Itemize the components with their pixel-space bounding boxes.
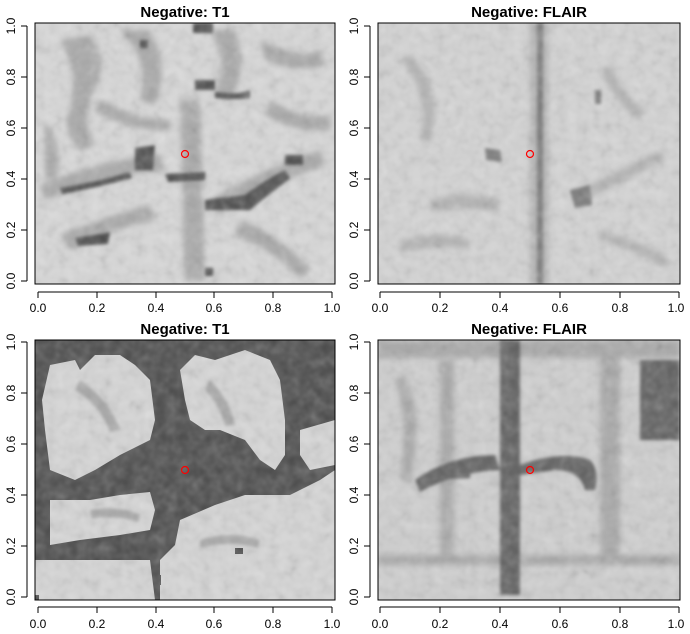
panel-title: Negative: FLAIR (471, 4, 587, 21)
x-tick-label: 0.2 (432, 301, 449, 315)
center-marker (180, 149, 190, 159)
x-tick-label: 0.4 (148, 617, 165, 631)
x-tick-label: 1.0 (324, 301, 341, 315)
y-tick-label: 0.2 (347, 537, 361, 554)
plot-frame (34, 339, 336, 601)
x-tick-label: 0.0 (30, 617, 47, 631)
x-tick-label: 0.2 (432, 617, 449, 631)
x-tick-label: 0.0 (30, 301, 47, 315)
x-tick-label: 0.4 (492, 301, 509, 315)
y-axis: 0.0 0.2 0.4 0.6 0.8 1.0 (347, 333, 371, 605)
y-tick-label: 0.4 (347, 170, 361, 187)
y-tick-label: 0.0 (4, 588, 18, 605)
x-tick-label: 0.6 (206, 617, 223, 631)
y-tick-label: 0.8 (347, 68, 361, 85)
mri-image (35, 340, 335, 600)
x-tick-label: 1.0 (324, 617, 341, 631)
x-tick-label: 0.2 (89, 617, 106, 631)
center-marker (180, 465, 190, 475)
y-tick-label: 0.8 (4, 68, 18, 85)
y-tick-label: 0.4 (4, 486, 18, 503)
y-tick-label: 0.2 (4, 537, 18, 554)
x-tick-label: 0.8 (265, 617, 282, 631)
x-axis: 0.0 0.2 0.4 0.6 0.8 1.0 (30, 606, 341, 631)
center-marker (525, 149, 535, 159)
x-tick-label: 0.6 (552, 617, 569, 631)
y-tick-label: 0.8 (347, 384, 361, 401)
x-tick-label: 0.0 (372, 301, 389, 315)
y-tick-label: 0.0 (347, 588, 361, 605)
x-tick-label: 1.0 (668, 301, 685, 315)
y-tick-label: 1.0 (4, 333, 18, 350)
mri-image (35, 23, 335, 284)
y-tick-label: 1.0 (4, 17, 18, 34)
panel-flair-bottom: Negative: FLAIR (347, 321, 685, 631)
center-marker (525, 465, 535, 475)
x-tick-label: 0.0 (372, 617, 389, 631)
panel-title: Negative: T1 (140, 321, 229, 338)
y-axis: 0.0 0.2 0.4 0.6 0.8 1.0 (4, 17, 28, 289)
x-tick-label: 0.8 (265, 301, 282, 315)
y-axis: 0.0 0.2 0.4 0.6 0.8 1.0 (347, 17, 371, 289)
panel-t1-top: Negative: T1 (4, 4, 341, 315)
plot-frame (377, 22, 681, 285)
y-tick-label: 0.6 (347, 119, 361, 136)
plot-frame (377, 339, 681, 601)
x-tick-label: 0.8 (612, 301, 629, 315)
x-tick-label: 0.6 (552, 301, 569, 315)
y-tick-label: 0.0 (347, 272, 361, 289)
y-tick-label: 0.6 (347, 435, 361, 452)
y-tick-label: 1.0 (347, 17, 361, 34)
x-axis: 0.0 0.2 0.4 0.6 0.8 1.0 (30, 291, 341, 315)
x-axis: 0.0 0.2 0.4 0.6 0.8 1.0 (372, 291, 685, 315)
y-axis: 0.0 0.2 0.4 0.6 0.8 1.0 (4, 333, 28, 605)
x-tick-label: 0.8 (612, 617, 629, 631)
panel-flair-top: Negative: FLAIR (347, 4, 685, 315)
y-tick-label: 0.8 (4, 384, 18, 401)
x-tick-label: 0.4 (492, 617, 509, 631)
y-tick-label: 0.6 (4, 435, 18, 452)
panel-title: Negative: FLAIR (471, 321, 587, 338)
y-tick-label: 0.4 (347, 486, 361, 503)
mri-image (378, 23, 680, 284)
panel-t1-bottom: Negative: T1 (4, 321, 341, 631)
y-tick-label: 1.0 (347, 333, 361, 350)
x-axis: 0.0 0.2 0.4 0.6 0.8 1.0 (372, 606, 685, 631)
x-tick-label: 1.0 (668, 617, 685, 631)
y-tick-label: 0.2 (347, 221, 361, 238)
x-tick-label: 0.2 (89, 301, 106, 315)
plot-frame (34, 22, 336, 285)
x-tick-label: 0.6 (206, 301, 223, 315)
y-tick-label: 0.0 (4, 272, 18, 289)
y-tick-label: 0.6 (4, 119, 18, 136)
y-tick-label: 0.4 (4, 170, 18, 187)
x-tick-label: 0.4 (148, 301, 165, 315)
panel-title: Negative: T1 (140, 4, 229, 21)
y-tick-label: 0.2 (4, 221, 18, 238)
mri-image (378, 340, 680, 600)
